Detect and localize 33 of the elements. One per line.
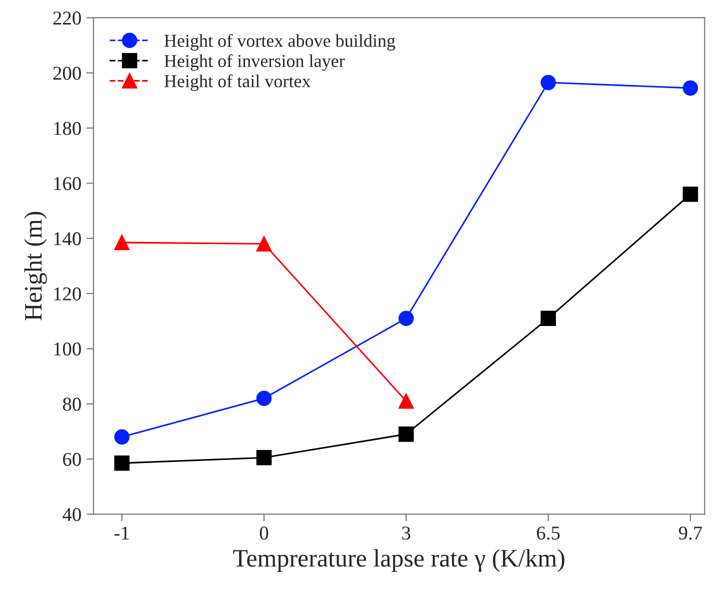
y-tick-label: 120 bbox=[54, 287, 81, 300]
y-tick-label: 60 bbox=[63, 452, 81, 466]
x-tick-label: 3 bbox=[402, 526, 410, 540]
point bbox=[398, 393, 414, 409]
y-tick-label: 180 bbox=[54, 122, 81, 135]
y-tick-label: 160 bbox=[54, 177, 81, 190]
point bbox=[256, 450, 272, 466]
legend-label: Height of vortex above building bbox=[164, 34, 396, 51]
point bbox=[114, 456, 130, 471]
y-tick-label: 100 bbox=[54, 342, 81, 356]
y-tick-label: 40 bbox=[62, 508, 81, 522]
y-tick-label: 80 bbox=[62, 398, 81, 411]
legend-label: Height of inversion layer bbox=[164, 54, 345, 71]
point bbox=[682, 80, 698, 96]
point bbox=[682, 186, 698, 202]
x-tick-label: 0 bbox=[260, 526, 268, 540]
point bbox=[540, 74, 556, 90]
legend-label: Height of tail vortex bbox=[164, 74, 311, 92]
point bbox=[256, 390, 272, 406]
point bbox=[540, 310, 556, 326]
x-tick-label: -1 bbox=[114, 526, 129, 540]
y-tick-label: 140 bbox=[54, 232, 81, 246]
point bbox=[398, 310, 414, 326]
y-tick-label: 220 bbox=[53, 12, 81, 25]
x-tick-label: 9.7 bbox=[678, 526, 702, 540]
y-tick-label: 200 bbox=[53, 66, 81, 80]
y-axis-title: Height (m) bbox=[24, 212, 47, 320]
point bbox=[398, 426, 414, 442]
point bbox=[114, 234, 130, 250]
point bbox=[114, 429, 130, 445]
point bbox=[256, 236, 272, 252]
x-tick-label: 6.5 bbox=[536, 526, 560, 540]
x-axis-title: Temprerature lapse rate γ (K/km) bbox=[233, 549, 564, 572]
